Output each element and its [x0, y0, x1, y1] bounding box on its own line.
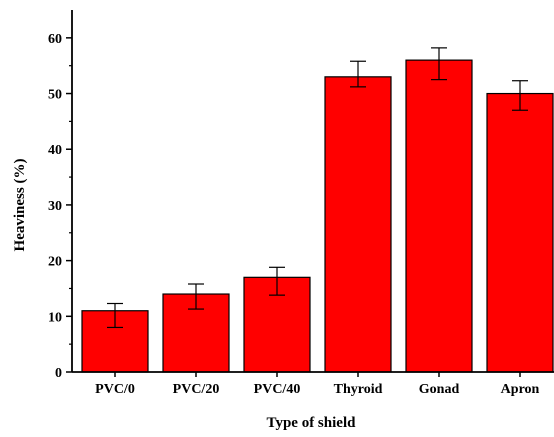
- y-tick-label: 50: [48, 88, 62, 103]
- error-bar-pvc-40: [269, 266, 285, 296]
- tick-labels-layer: PVC/0 PVC/20 PVC/40 Thyroid Gonad Apron 0 10 20 3…: [48, 32, 540, 397]
- error-bar-pvc-20: [188, 283, 204, 310]
- x-tick-label: PVC/0: [95, 382, 135, 397]
- y-tick-label: 0: [55, 366, 62, 381]
- error-bar-thyroid: [350, 60, 366, 88]
- y-tick-label: 60: [48, 32, 62, 47]
- bar-apron: [486, 92, 554, 373]
- error-bar-pvc-0: [107, 302, 123, 329]
- x-tick-label: Apron: [501, 382, 540, 397]
- x-axis-title: Type of shield: [267, 415, 357, 431]
- x-tick-label: Thyroid: [334, 382, 383, 397]
- bar-gonad: [405, 59, 473, 373]
- bar-thyroid: [324, 76, 392, 373]
- axes-layer: [66, 10, 554, 377]
- bars-layer: [81, 59, 554, 373]
- x-tick-label: Gonad: [419, 382, 460, 397]
- y-axis-title: Heaviness (%): [12, 159, 28, 252]
- y-tick-label: 30: [48, 199, 62, 214]
- y-tick-label: 20: [48, 255, 62, 270]
- x-tick-label: PVC/20: [173, 382, 220, 397]
- error-bar-apron: [512, 80, 528, 111]
- x-tick-label: PVC/40: [254, 382, 301, 397]
- error-bar-gonad: [431, 47, 447, 81]
- error-bars-layer: [107, 47, 528, 329]
- y-tick-label: 40: [48, 143, 62, 158]
- y-tick-label: 10: [48, 310, 62, 325]
